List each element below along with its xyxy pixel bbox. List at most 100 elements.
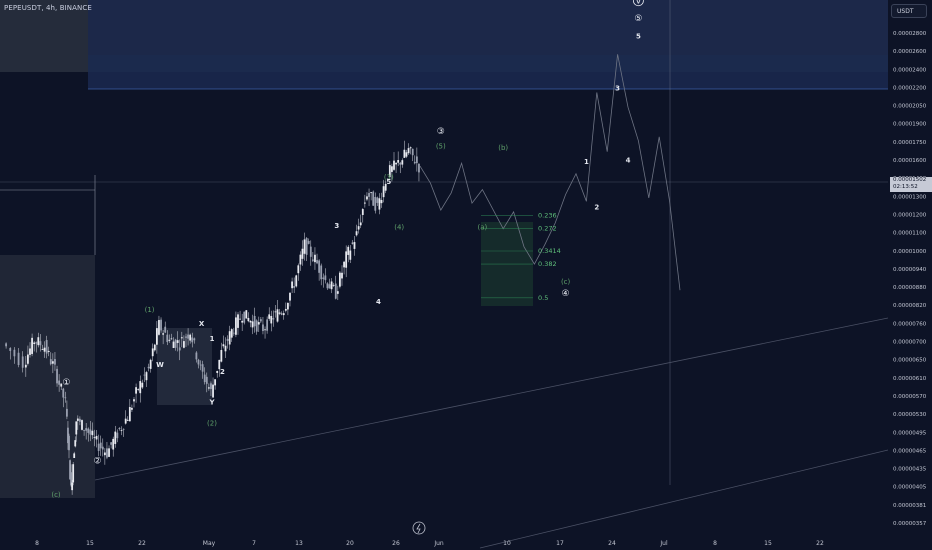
candle-body: [241, 320, 244, 323]
x-tick-label: 8: [35, 540, 39, 547]
candle-body: [415, 156, 418, 164]
candle-body: [210, 383, 212, 389]
wave-label: 3: [615, 84, 620, 92]
candle-body: [69, 460, 71, 480]
wave-label: ③: [437, 127, 445, 137]
candle-body: [232, 332, 235, 334]
grey-zone-left: [0, 255, 95, 498]
candle-body: [326, 283, 329, 289]
candle-body: [303, 239, 306, 254]
candle-body: [197, 359, 200, 365]
candle-body: [393, 160, 395, 170]
y-tick-label: 0.00001200: [893, 212, 927, 218]
wave-label: (b): [498, 144, 508, 152]
candle-body: [83, 429, 85, 431]
y-tick-label: 0.00000700: [893, 340, 927, 346]
candle-body: [172, 341, 175, 348]
candle-body: [336, 291, 339, 294]
candle-body: [297, 265, 300, 274]
candle-body: [89, 429, 92, 435]
candle-body: [151, 348, 154, 357]
y-tick-label: 0.00001000: [893, 249, 927, 255]
currency-selector[interactable]: USDT: [891, 4, 927, 18]
candle-body: [162, 333, 165, 335]
candle-body: [178, 347, 181, 351]
candle-body: [222, 344, 225, 347]
candle-body: [226, 338, 229, 341]
candle-body: [230, 329, 233, 338]
candle-body: [56, 368, 58, 384]
candle-body: [93, 437, 96, 439]
candle-body: [54, 359, 56, 365]
candle-body: [5, 343, 7, 347]
candle-body: [322, 277, 325, 279]
candle-body: [284, 308, 287, 311]
candle-body: [262, 324, 264, 332]
x-tick-label: 15: [764, 540, 772, 547]
candle-body: [320, 265, 323, 280]
candle-body: [376, 197, 379, 203]
candle-body: [135, 387, 137, 394]
y-tick-label: 0.00000760: [893, 321, 927, 327]
candle-body: [187, 334, 189, 339]
bar-countdown: 02:13:52: [893, 184, 918, 190]
candle-body: [153, 344, 156, 351]
candle-body: [251, 321, 254, 328]
price-axis-panel[interactable]: [888, 0, 932, 550]
candle-body: [124, 418, 127, 424]
candle-body: [116, 432, 119, 439]
trendline-lower-2: [479, 449, 889, 549]
candle-body: [332, 284, 335, 286]
candle-body: [29, 348, 31, 355]
candle-body: [75, 421, 78, 435]
candle-body: [101, 446, 104, 450]
candle-body: [128, 407, 131, 422]
wave-label: (a): [478, 224, 488, 232]
candle-body: [237, 314, 239, 328]
candle-body: [79, 418, 81, 422]
candle-body: [143, 374, 146, 376]
candle-body: [118, 427, 121, 430]
candle-body: [68, 435, 70, 451]
candle-body: [108, 448, 110, 457]
candle-body: [212, 384, 214, 398]
candle-body: [380, 199, 383, 204]
candle-body: [282, 313, 285, 316]
flash-icon-glyph: [416, 523, 421, 534]
candle-body: [158, 320, 160, 335]
candle-body: [216, 370, 219, 373]
candle-body: [97, 443, 100, 451]
candle-body: [74, 440, 77, 447]
grey-zone-top-left: [0, 0, 88, 72]
x-tick-label: 20: [346, 540, 354, 547]
candle-body: [270, 316, 273, 324]
wave-label: ②: [94, 457, 102, 467]
candle-body: [339, 272, 341, 287]
candle-body: [349, 250, 352, 260]
candle-body: [112, 438, 115, 450]
last-price-tag: 0.00001502 02:13:52: [890, 177, 932, 192]
candle-body: [64, 397, 67, 399]
candle-body: [183, 341, 185, 348]
candle-body: [120, 430, 123, 431]
wave-label: 2: [594, 203, 599, 211]
y-tick-label: 0.00000530: [893, 412, 927, 418]
candle-body: [95, 435, 98, 440]
price-series: [5, 140, 420, 495]
candle-body: [363, 202, 366, 204]
candle-body: [418, 163, 420, 173]
x-tick-label: 22: [138, 540, 146, 547]
candle-body: [180, 337, 183, 339]
wave-label: ①: [62, 378, 70, 388]
candle-body: [33, 342, 36, 344]
wave-label-ring: [633, 0, 644, 7]
candle-body: [201, 364, 204, 372]
candle-body: [343, 261, 345, 268]
symbol-title: PEPEUSDT, 4h, BINANCE: [4, 4, 92, 12]
wave-label: (5): [436, 143, 446, 151]
wave-label: 5: [636, 32, 641, 40]
wxy-box: [157, 328, 212, 405]
flash-icon[interactable]: [412, 521, 426, 535]
